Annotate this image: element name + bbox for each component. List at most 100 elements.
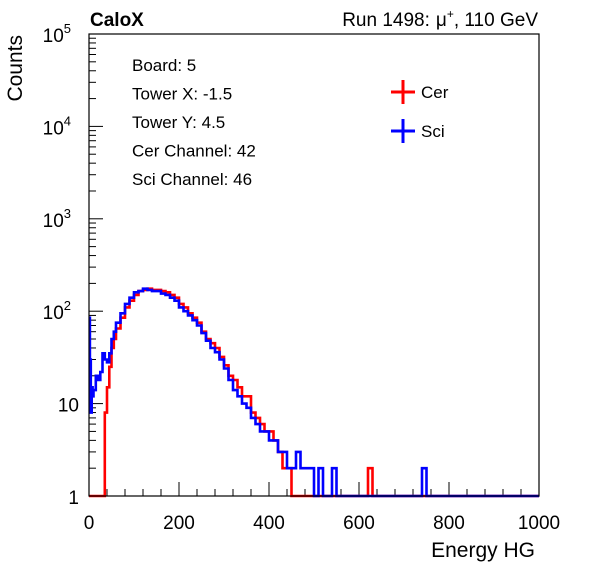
info-line: Board: 5	[132, 56, 196, 75]
series-sci-point	[140, 290, 142, 292]
series-sci-point	[230, 379, 232, 381]
run-label: Run 1498: μ+, 110 GeV	[342, 7, 538, 31]
series-cer-point	[176, 297, 178, 299]
series-sci-point	[117, 322, 119, 324]
series-layer	[88, 287, 540, 498]
series-cer-point	[257, 417, 259, 419]
series-sci-point	[252, 417, 254, 419]
series-cer-point	[107, 386, 109, 388]
series-sci-point	[89, 358, 91, 361]
experiment-label: CaloX	[90, 10, 144, 31]
series-sci-point	[293, 467, 295, 469]
series-cer-point	[180, 303, 182, 305]
legend: Cer Sci	[391, 80, 449, 143]
legend-entry-cer: Cer	[391, 80, 449, 104]
series-cer-point	[212, 342, 214, 344]
series-cer-point	[162, 290, 164, 292]
series-cer-point	[126, 306, 128, 308]
series-sci-point	[279, 451, 281, 453]
series-cer-point	[105, 412, 107, 414]
series-cer-point	[225, 364, 227, 366]
series-sci-point	[243, 403, 245, 405]
series-cer-point	[122, 317, 124, 319]
series-sci-point	[149, 289, 151, 291]
series-sci-point	[167, 294, 169, 296]
series-sci-point	[275, 439, 277, 441]
y-tick-label: 102	[43, 298, 71, 324]
series-sci-point	[112, 338, 114, 340]
series-sci-point	[176, 300, 178, 302]
series-sci-point	[302, 467, 304, 469]
plot-frame	[88, 33, 540, 497]
series-sci-point	[221, 358, 223, 361]
series-sci-point	[203, 332, 205, 334]
series-sci-point	[311, 467, 313, 469]
beam-energy: , 110 GeV	[454, 10, 538, 31]
series-cer-point	[189, 312, 191, 314]
x-tick-label: 0	[84, 513, 95, 534]
series-sci-point	[103, 352, 105, 354]
info-line: Tower X: -1.5	[132, 85, 232, 104]
info-line: Cer Channel: 42	[132, 142, 256, 161]
series-sci-point	[94, 389, 96, 391]
x-axis-label: Energy HG	[431, 539, 535, 562]
x-tick-label: 400	[253, 513, 285, 534]
series-cer-point	[216, 347, 218, 349]
info-line: Sci Channel: 46	[132, 170, 252, 189]
series-cer-point	[198, 322, 200, 324]
series-cer-point	[109, 366, 111, 368]
series-sci-point	[189, 314, 191, 316]
y-tick-label: 105	[43, 21, 71, 47]
series-sci-point	[105, 358, 107, 361]
x-tick-label: 200	[163, 513, 195, 534]
series-cer-point	[239, 386, 241, 388]
series-sci-point	[261, 430, 263, 432]
series-cer-point	[248, 395, 250, 397]
series-sci-point	[135, 291, 137, 293]
series-cer-line	[89, 287, 539, 498]
series-sci-point	[198, 324, 200, 327]
series-cer-point	[243, 395, 245, 397]
series-cer-point	[207, 338, 209, 340]
series-cer-point	[171, 294, 173, 296]
y-axis-ticks: 1 10 102 103 104 105	[43, 21, 103, 509]
series-sci-point	[306, 467, 308, 469]
series-sci-point	[107, 361, 109, 363]
y-axis-label: Counts	[4, 35, 27, 102]
series-sci-point	[131, 297, 133, 299]
series-sci-point	[90, 412, 92, 414]
series-sci-point	[122, 312, 124, 314]
y-tick-label: 104	[43, 113, 71, 139]
series-sci-point	[288, 467, 290, 469]
series-sci-point	[207, 340, 209, 342]
series-sci-point	[225, 367, 227, 370]
series-sci-point	[234, 389, 236, 391]
info-line: Tower Y: 4.5	[132, 113, 225, 132]
series-sci-point	[109, 352, 111, 354]
series-sci-line	[88, 287, 539, 498]
series-sci-point	[266, 430, 268, 432]
series-cer-point	[221, 356, 223, 358]
info-box: Board: 5 Tower X: -1.5 Tower Y: 4.5 Cer Cha…	[132, 56, 256, 189]
y-tick-label: 1	[68, 488, 79, 509]
y-tick-label: 10	[58, 396, 79, 417]
series-cer-point	[117, 327, 119, 330]
series-sci-point	[270, 439, 272, 441]
series-sci-point	[180, 306, 182, 308]
series-cer-point	[167, 291, 169, 293]
y-tick-label: 103	[43, 206, 71, 232]
legend-entry-sci: Sci	[391, 119, 445, 143]
series-sci-point	[239, 395, 241, 397]
series-cer-point	[234, 379, 236, 381]
legend-label: Cer	[421, 83, 449, 102]
series-cer-point	[185, 306, 187, 308]
beam-charge: +	[447, 7, 454, 21]
series-cer-point	[131, 300, 133, 302]
x-tick-label: 800	[433, 513, 465, 534]
series-sci-point	[98, 379, 100, 381]
series-sci-point	[423, 467, 425, 469]
run-number: Run 1498:	[342, 10, 430, 31]
series-sci-point	[185, 310, 187, 312]
series-cer-point	[284, 467, 286, 469]
